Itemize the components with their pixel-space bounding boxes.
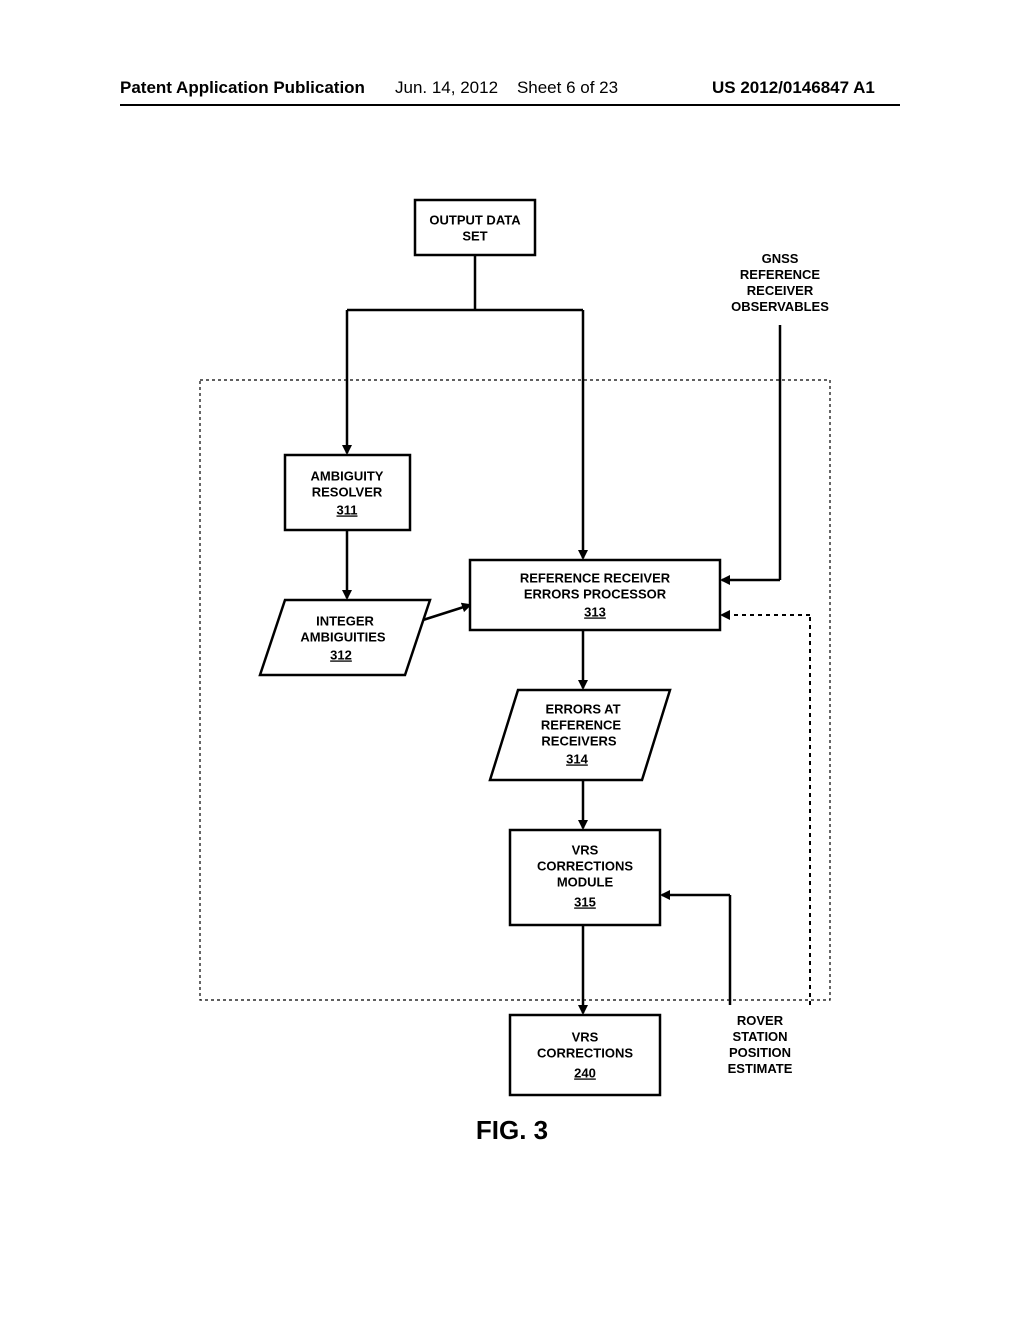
edge-int-to-refproc [423,605,470,620]
ambiguity-l1: AMBIGUITY [311,468,384,483]
vrsmod-ref: 315 [574,894,596,909]
refproc-l2: ERRORS PROCESSOR [524,586,667,601]
intamb-l2: AMBIGUITIES [300,629,386,644]
refproc-ref: 313 [584,604,606,619]
ambiguity-ref: 311 [337,502,358,517]
rover-l2: STATION [732,1029,787,1044]
page: Patent Application Publication Jun. 14, … [0,0,1024,1320]
header-date: Jun. 14, 2012 [395,78,498,97]
output-data-l2: SET [462,228,487,243]
errref-l1: ERRORS AT [545,701,620,716]
errref-ref: 314 [566,751,588,766]
vrsmod-l2: CORRECTIONS [537,858,633,873]
rover-l1: ROVER [737,1013,784,1028]
vrsmod-l1: VRS [572,842,599,857]
ambiguity-l2: RESOLVER [312,484,383,499]
output-data-l1: OUTPUT DATA [429,212,521,227]
header-right: US 2012/0146847 A1 [712,78,875,98]
figure-caption: FIG. 3 [0,1115,1024,1146]
intamb-ref: 312 [330,647,352,662]
flowchart-svg: OUTPUT DATA SET AMBIGUITY RESOLVER 311 I… [120,185,904,1135]
rover-l3: POSITION [729,1045,791,1060]
vrscorr-l2: CORRECTIONS [537,1045,633,1060]
header-left: Patent Application Publication [120,78,365,98]
header-sheet: Sheet 6 of 23 [517,78,618,97]
gnss-l1: GNSS [762,251,799,266]
header-mid: Jun. 14, 2012 Sheet 6 of 23 [395,78,618,98]
vrsmod-l3: MODULE [557,874,614,889]
errref-l3: RECEIVERS [541,733,616,748]
errref-l2: REFERENCE [541,717,622,732]
gnss-l2: REFERENCE [740,267,821,282]
intamb-l1: INTEGER [316,613,374,628]
vrscorr-ref: 240 [574,1065,596,1080]
refproc-l1: REFERENCE RECEIVER [520,570,671,585]
gnss-l4: OBSERVABLES [731,299,829,314]
rover-l4: ESTIMATE [728,1061,793,1076]
vrscorr-l1: VRS [572,1029,599,1044]
diagram: OUTPUT DATA SET AMBIGUITY RESOLVER 311 I… [120,185,904,1135]
gnss-l3: RECEIVER [747,283,814,298]
header-rule [120,104,900,106]
